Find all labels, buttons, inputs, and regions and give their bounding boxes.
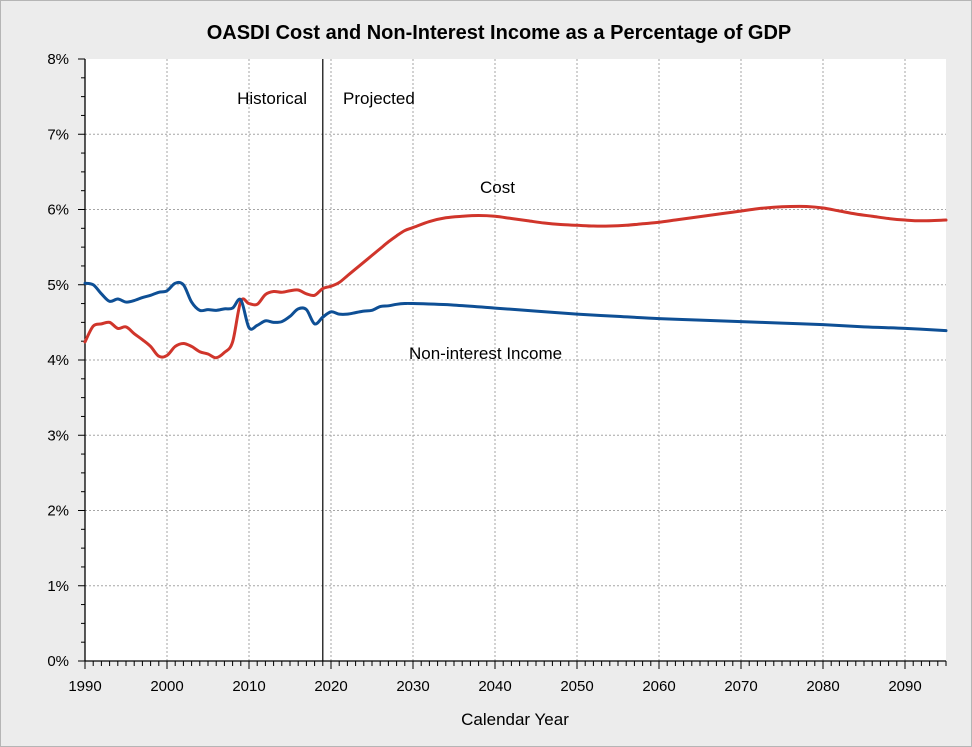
- chart-title: OASDI Cost and Non-Interest Income as a …: [207, 22, 792, 44]
- x-tick-label: 2090: [888, 678, 921, 695]
- x-tick-label: 2050: [560, 678, 593, 695]
- x-tick-label: 2070: [724, 678, 757, 695]
- historical-label: Historical: [237, 89, 307, 108]
- x-tick-label: 2060: [642, 678, 675, 695]
- y-tick-label: 0%: [47, 653, 69, 670]
- y-tick-label: 3%: [47, 427, 69, 444]
- annotations: Historical Projected Cost Non-interest I…: [237, 89, 562, 363]
- y-tick-label: 5%: [47, 277, 69, 294]
- x-tick-label: 2040: [478, 678, 511, 695]
- x-tick-label: 2000: [150, 678, 183, 695]
- series-lines: [83, 204, 948, 360]
- income-series-line: [83, 280, 948, 333]
- x-tick-label: 2080: [806, 678, 839, 695]
- grid-lines: [85, 59, 946, 661]
- projected-label: Projected: [343, 89, 415, 108]
- y-tick-label: 2%: [47, 503, 69, 520]
- y-tick-label: 6%: [47, 202, 69, 219]
- x-tick-label: 2030: [396, 678, 429, 695]
- x-tick-label: 2020: [314, 678, 347, 695]
- x-tick-label: 2010: [232, 678, 265, 695]
- axes: [78, 58, 947, 669]
- x-axis-title: Calendar Year: [461, 710, 569, 729]
- y-tick-label: 1%: [47, 578, 69, 595]
- cost-series-line: [83, 204, 948, 360]
- income-series-label: Non-interest Income: [409, 344, 562, 363]
- y-tick-label: 8%: [47, 51, 69, 68]
- y-tick-label: 7%: [47, 126, 69, 143]
- y-tick-label: 4%: [47, 352, 69, 369]
- cost-series-label: Cost: [480, 178, 515, 197]
- x-tick-label: 1990: [68, 678, 101, 695]
- tick-labels: 0% 1% 2% 3% 4% 5% 6% 7% 8% 1990 2000 2010 2020 2030 20…: [47, 51, 921, 695]
